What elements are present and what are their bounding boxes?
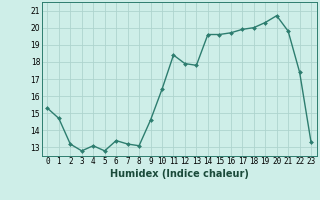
X-axis label: Humidex (Indice chaleur): Humidex (Indice chaleur)	[110, 169, 249, 179]
